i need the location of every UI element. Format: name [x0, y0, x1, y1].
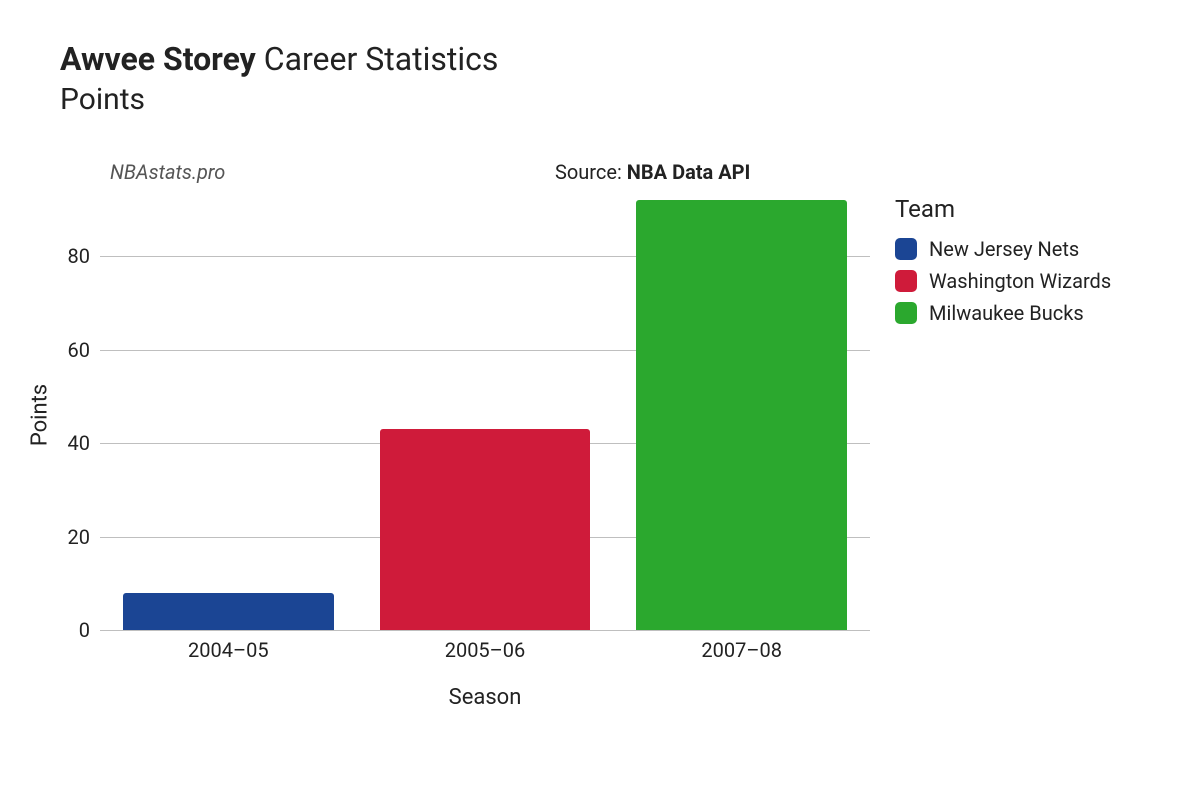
- legend-swatch: [895, 238, 917, 260]
- source-attribution: Source: NBA Data API: [555, 160, 750, 184]
- y-axis-title: Points: [28, 384, 53, 446]
- plot-area: 0204060802004–052005–062007–08: [100, 200, 870, 630]
- y-tick-label: 20: [68, 525, 100, 549]
- legend-item: Washington Wizards: [895, 265, 1111, 297]
- y-tick-label: 40: [68, 431, 100, 455]
- y-tick-label: 0: [79, 618, 100, 642]
- title-player-name: Awvee Storey: [60, 40, 256, 78]
- x-tick-label: 2005–06: [445, 630, 526, 662]
- legend-label: Washington Wizards: [929, 269, 1111, 293]
- legend-label: New Jersey Nets: [929, 237, 1079, 261]
- chart-subtitle: Points: [60, 82, 498, 117]
- chart-container: Awvee Storey Career Statistics Points NB…: [0, 0, 1200, 800]
- bar: [123, 593, 333, 630]
- title-block: Awvee Storey Career Statistics Points: [60, 40, 498, 117]
- legend-item: Milwaukee Bucks: [895, 297, 1111, 329]
- x-tick-label: 2004–05: [188, 630, 269, 662]
- title-suffix: Career Statistics: [256, 40, 499, 78]
- bar: [380, 429, 590, 630]
- source-value: NBA Data API: [627, 160, 751, 184]
- bar: [636, 200, 846, 630]
- legend-title: Team: [895, 195, 1111, 223]
- source-label: Source:: [555, 160, 627, 184]
- chart-title: Awvee Storey Career Statistics: [60, 40, 498, 78]
- y-tick-label: 80: [68, 244, 100, 268]
- x-tick-label: 2007–08: [701, 630, 782, 662]
- legend-label: Milwaukee Bucks: [929, 301, 1084, 325]
- y-tick-label: 60: [68, 338, 100, 362]
- legend-swatch: [895, 302, 917, 324]
- watermark: NBAstats.pro: [110, 160, 225, 184]
- legend-item: New Jersey Nets: [895, 233, 1111, 265]
- x-axis-title: Season: [449, 685, 522, 710]
- legend-swatch: [895, 270, 917, 292]
- legend: Team New Jersey Nets Washington Wizards Mi…: [895, 195, 1111, 329]
